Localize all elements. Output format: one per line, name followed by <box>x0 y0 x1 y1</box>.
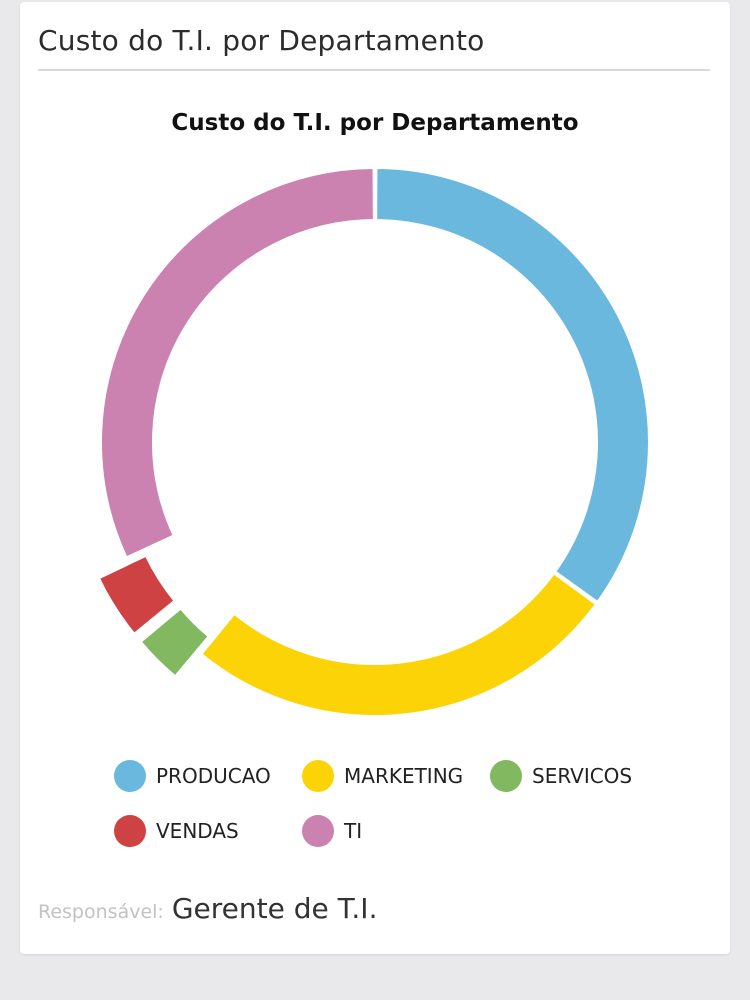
slice-marketing[interactable] <box>200 572 598 717</box>
responsible-footer: Responsável: Gerente de T.I. <box>38 892 377 925</box>
legend-item-producao[interactable]: PRODUCAO <box>114 760 271 792</box>
legend-swatch-ti <box>302 815 334 847</box>
legend-swatch-marketing <box>302 760 334 792</box>
legend-swatch-vendas <box>114 815 146 847</box>
slice-servicos[interactable] <box>139 607 210 678</box>
legend-label-servicos: SERVICOS <box>532 764 633 788</box>
legend-item-vendas[interactable]: VENDAS <box>114 815 239 847</box>
slice-ti[interactable] <box>100 166 375 559</box>
legend-label-marketing: MARKETING <box>344 764 464 788</box>
legend-swatch-producao <box>114 760 146 792</box>
card-title: Custo do T.I. por Departamento <box>38 24 485 57</box>
chart-card: Custo do T.I. por Departamento Custo do … <box>20 2 730 954</box>
legend-swatch-servicos <box>490 760 522 792</box>
legend-label-producao: PRODUCAO <box>156 764 271 788</box>
title-divider <box>38 69 710 71</box>
slice-vendas[interactable] <box>97 554 176 636</box>
legend-item-ti[interactable]: TI <box>302 815 362 847</box>
legend-item-marketing[interactable]: MARKETING <box>302 760 463 792</box>
responsible-label: Responsável: <box>38 901 164 923</box>
legend-label-vendas: VENDAS <box>156 819 239 843</box>
responsible-value: Gerente de T.I. <box>171 892 378 925</box>
donut-chart <box>97 166 650 717</box>
chart-title: Custo do T.I. por Departamento <box>171 110 579 136</box>
slice-producao[interactable] <box>375 166 650 604</box>
legend-label-ti: TI <box>344 819 363 843</box>
legend-item-servicos[interactable]: SERVICOS <box>490 760 632 792</box>
